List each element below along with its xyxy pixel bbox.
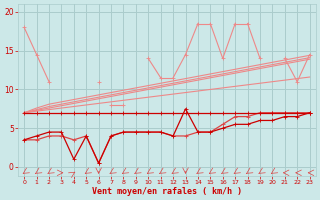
X-axis label: Vent moyen/en rafales ( km/h ): Vent moyen/en rafales ( km/h ) (92, 187, 242, 196)
